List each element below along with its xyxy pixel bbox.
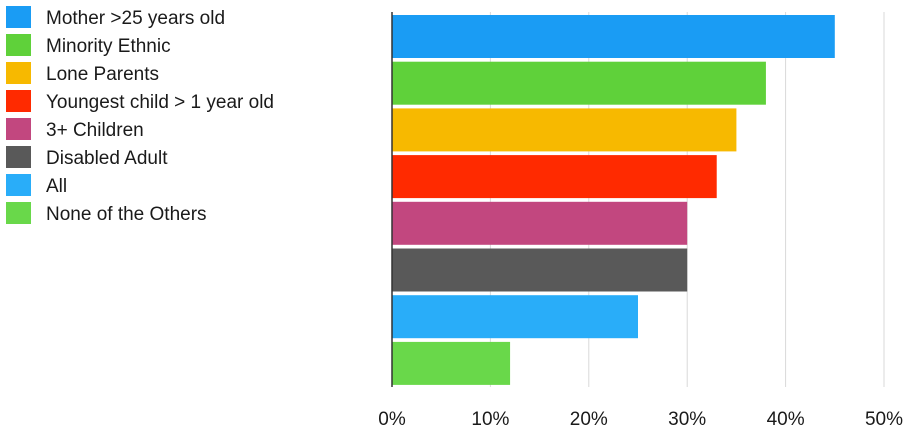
x-tick-label: 50% <box>865 409 903 430</box>
bars <box>392 15 835 385</box>
legend-label: Disabled Adult <box>46 148 168 169</box>
x-tick-label: 20% <box>570 409 608 430</box>
bar-2 <box>392 61 766 105</box>
bar-3 <box>392 108 737 152</box>
legend-swatch <box>6 6 31 28</box>
legend-swatch <box>6 146 31 168</box>
legend-item: All <box>6 174 67 197</box>
legend-item: None of the Others <box>6 202 207 225</box>
x-tick-label: 30% <box>668 409 706 430</box>
x-tick-label: 0% <box>378 409 406 430</box>
legend-item: Lone Parents <box>6 62 159 85</box>
legend-swatch <box>6 90 31 112</box>
legend-swatch <box>6 202 31 224</box>
legend-label: None of the Others <box>46 204 207 225</box>
legend-item: Minority Ethnic <box>6 34 171 57</box>
legend-swatch <box>6 118 31 140</box>
legend-swatch <box>6 34 31 56</box>
legend-item: 3+ Children <box>6 118 144 141</box>
bar-6 <box>392 248 688 292</box>
bar-7 <box>392 295 638 339</box>
x-tick-label: 10% <box>471 409 509 430</box>
legend-swatch <box>6 174 31 196</box>
legend-item: Youngest child > 1 year old <box>6 90 274 113</box>
legend-swatch <box>6 62 31 84</box>
bar-5 <box>392 201 688 245</box>
legend-item: Mother >25 years old <box>6 6 225 29</box>
legend-item: Disabled Adult <box>6 146 168 169</box>
bar-1 <box>392 15 835 58</box>
bar-4 <box>392 155 717 199</box>
legend-label: All <box>46 176 67 197</box>
legend: Mother >25 years old Minority Ethnic Lone … <box>6 6 274 225</box>
legend-label: 3+ Children <box>46 120 144 141</box>
legend-label: Youngest child > 1 year old <box>46 92 274 113</box>
x-tick-label: 40% <box>767 409 805 430</box>
bar-8 <box>392 341 511 385</box>
x-tick-labels: 0% 10% 20% 30% 40% 50% <box>378 409 903 430</box>
legend-label: Mother >25 years old <box>46 8 225 29</box>
legend-label: Lone Parents <box>46 64 159 85</box>
legend-label: Minority Ethnic <box>46 36 171 57</box>
